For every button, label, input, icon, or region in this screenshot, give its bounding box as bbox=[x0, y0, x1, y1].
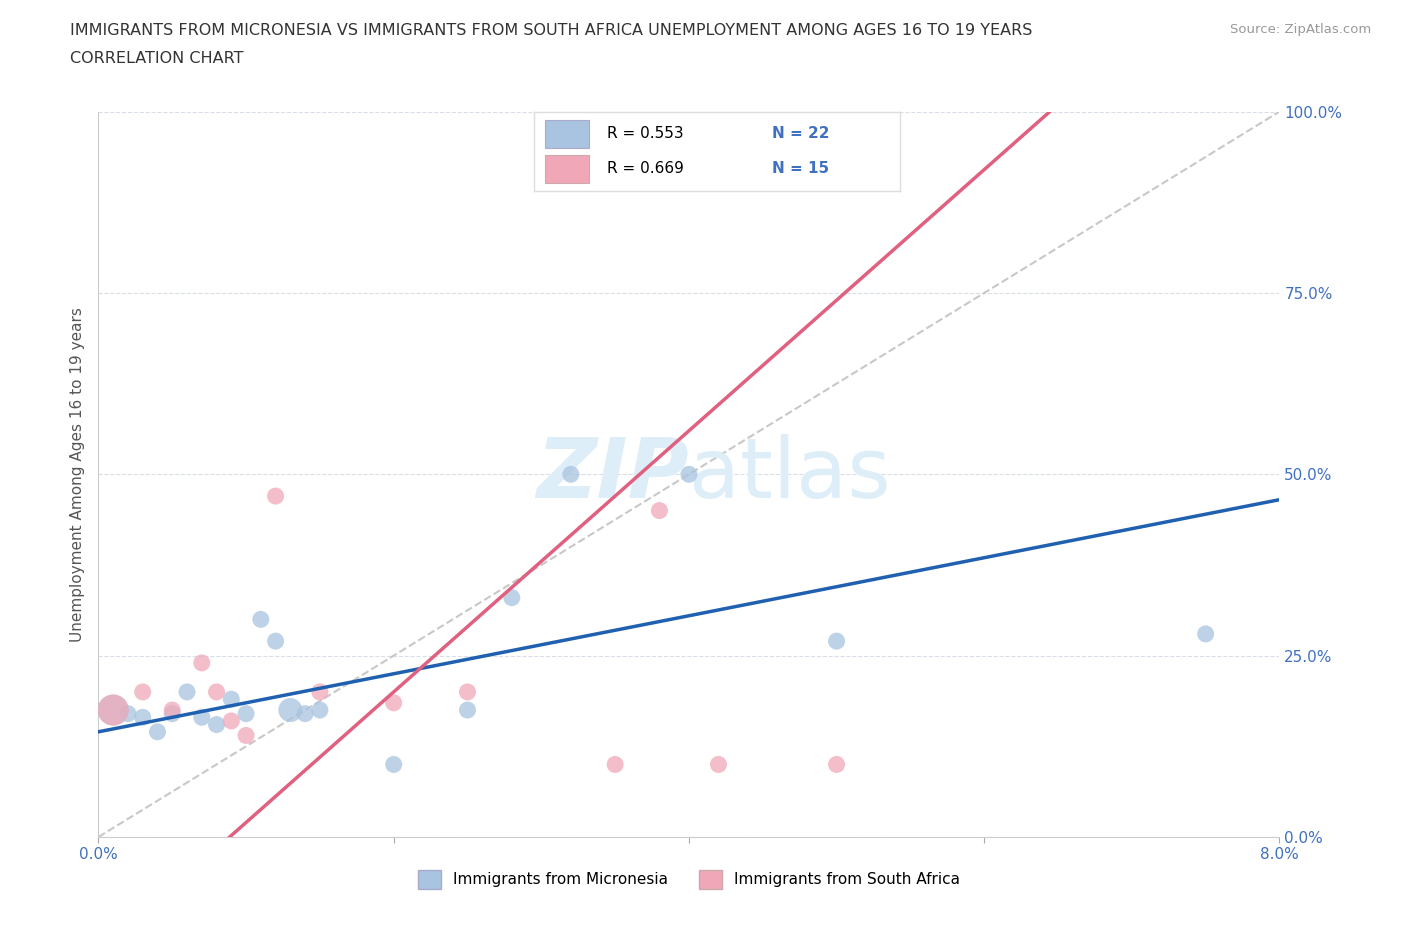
Point bbox=[308, 703, 332, 718]
Point bbox=[176, 684, 198, 699]
Point bbox=[501, 591, 523, 605]
Point bbox=[456, 684, 478, 699]
Text: Source: ZipAtlas.com: Source: ZipAtlas.com bbox=[1230, 23, 1371, 36]
Point bbox=[264, 633, 287, 648]
Text: R = 0.553: R = 0.553 bbox=[607, 126, 683, 141]
Point bbox=[605, 757, 627, 772]
Point bbox=[132, 710, 155, 724]
Point bbox=[235, 706, 257, 721]
Point bbox=[250, 612, 273, 627]
Point bbox=[678, 467, 700, 482]
Point bbox=[707, 757, 730, 772]
Point bbox=[574, 155, 596, 170]
Text: N = 22: N = 22 bbox=[772, 126, 830, 141]
Point bbox=[648, 503, 671, 518]
Point bbox=[456, 703, 478, 718]
Text: atlas: atlas bbox=[689, 433, 890, 515]
Point bbox=[219, 692, 242, 707]
Point bbox=[382, 696, 405, 711]
Point bbox=[235, 728, 257, 743]
Point bbox=[219, 713, 242, 728]
Point bbox=[825, 633, 848, 648]
Point bbox=[825, 757, 848, 772]
Point bbox=[308, 684, 332, 699]
Point bbox=[294, 706, 316, 721]
Y-axis label: Unemployment Among Ages 16 to 19 years: Unemployment Among Ages 16 to 19 years bbox=[70, 307, 86, 642]
Point bbox=[162, 706, 183, 721]
Text: ZIP: ZIP bbox=[536, 433, 689, 515]
Point bbox=[205, 717, 228, 732]
Point bbox=[191, 656, 214, 671]
Point bbox=[1194, 627, 1216, 642]
FancyBboxPatch shape bbox=[546, 120, 589, 148]
Point bbox=[146, 724, 169, 739]
Point bbox=[278, 703, 302, 718]
Point bbox=[205, 684, 228, 699]
Text: N = 15: N = 15 bbox=[772, 161, 830, 176]
Text: R = 0.669: R = 0.669 bbox=[607, 161, 685, 176]
Point bbox=[103, 703, 125, 718]
Text: CORRELATION CHART: CORRELATION CHART bbox=[70, 51, 243, 66]
FancyBboxPatch shape bbox=[546, 155, 589, 182]
Point bbox=[560, 467, 582, 482]
Legend: Immigrants from Micronesia, Immigrants from South Africa: Immigrants from Micronesia, Immigrants f… bbox=[412, 864, 966, 895]
Point bbox=[382, 757, 405, 772]
Point bbox=[103, 703, 125, 718]
Point bbox=[132, 684, 155, 699]
Point bbox=[117, 706, 139, 721]
Point bbox=[191, 710, 214, 724]
Text: IMMIGRANTS FROM MICRONESIA VS IMMIGRANTS FROM SOUTH AFRICA UNEMPLOYMENT AMONG AG: IMMIGRANTS FROM MICRONESIA VS IMMIGRANTS… bbox=[70, 23, 1032, 38]
Point bbox=[162, 703, 183, 718]
Point bbox=[264, 488, 287, 503]
